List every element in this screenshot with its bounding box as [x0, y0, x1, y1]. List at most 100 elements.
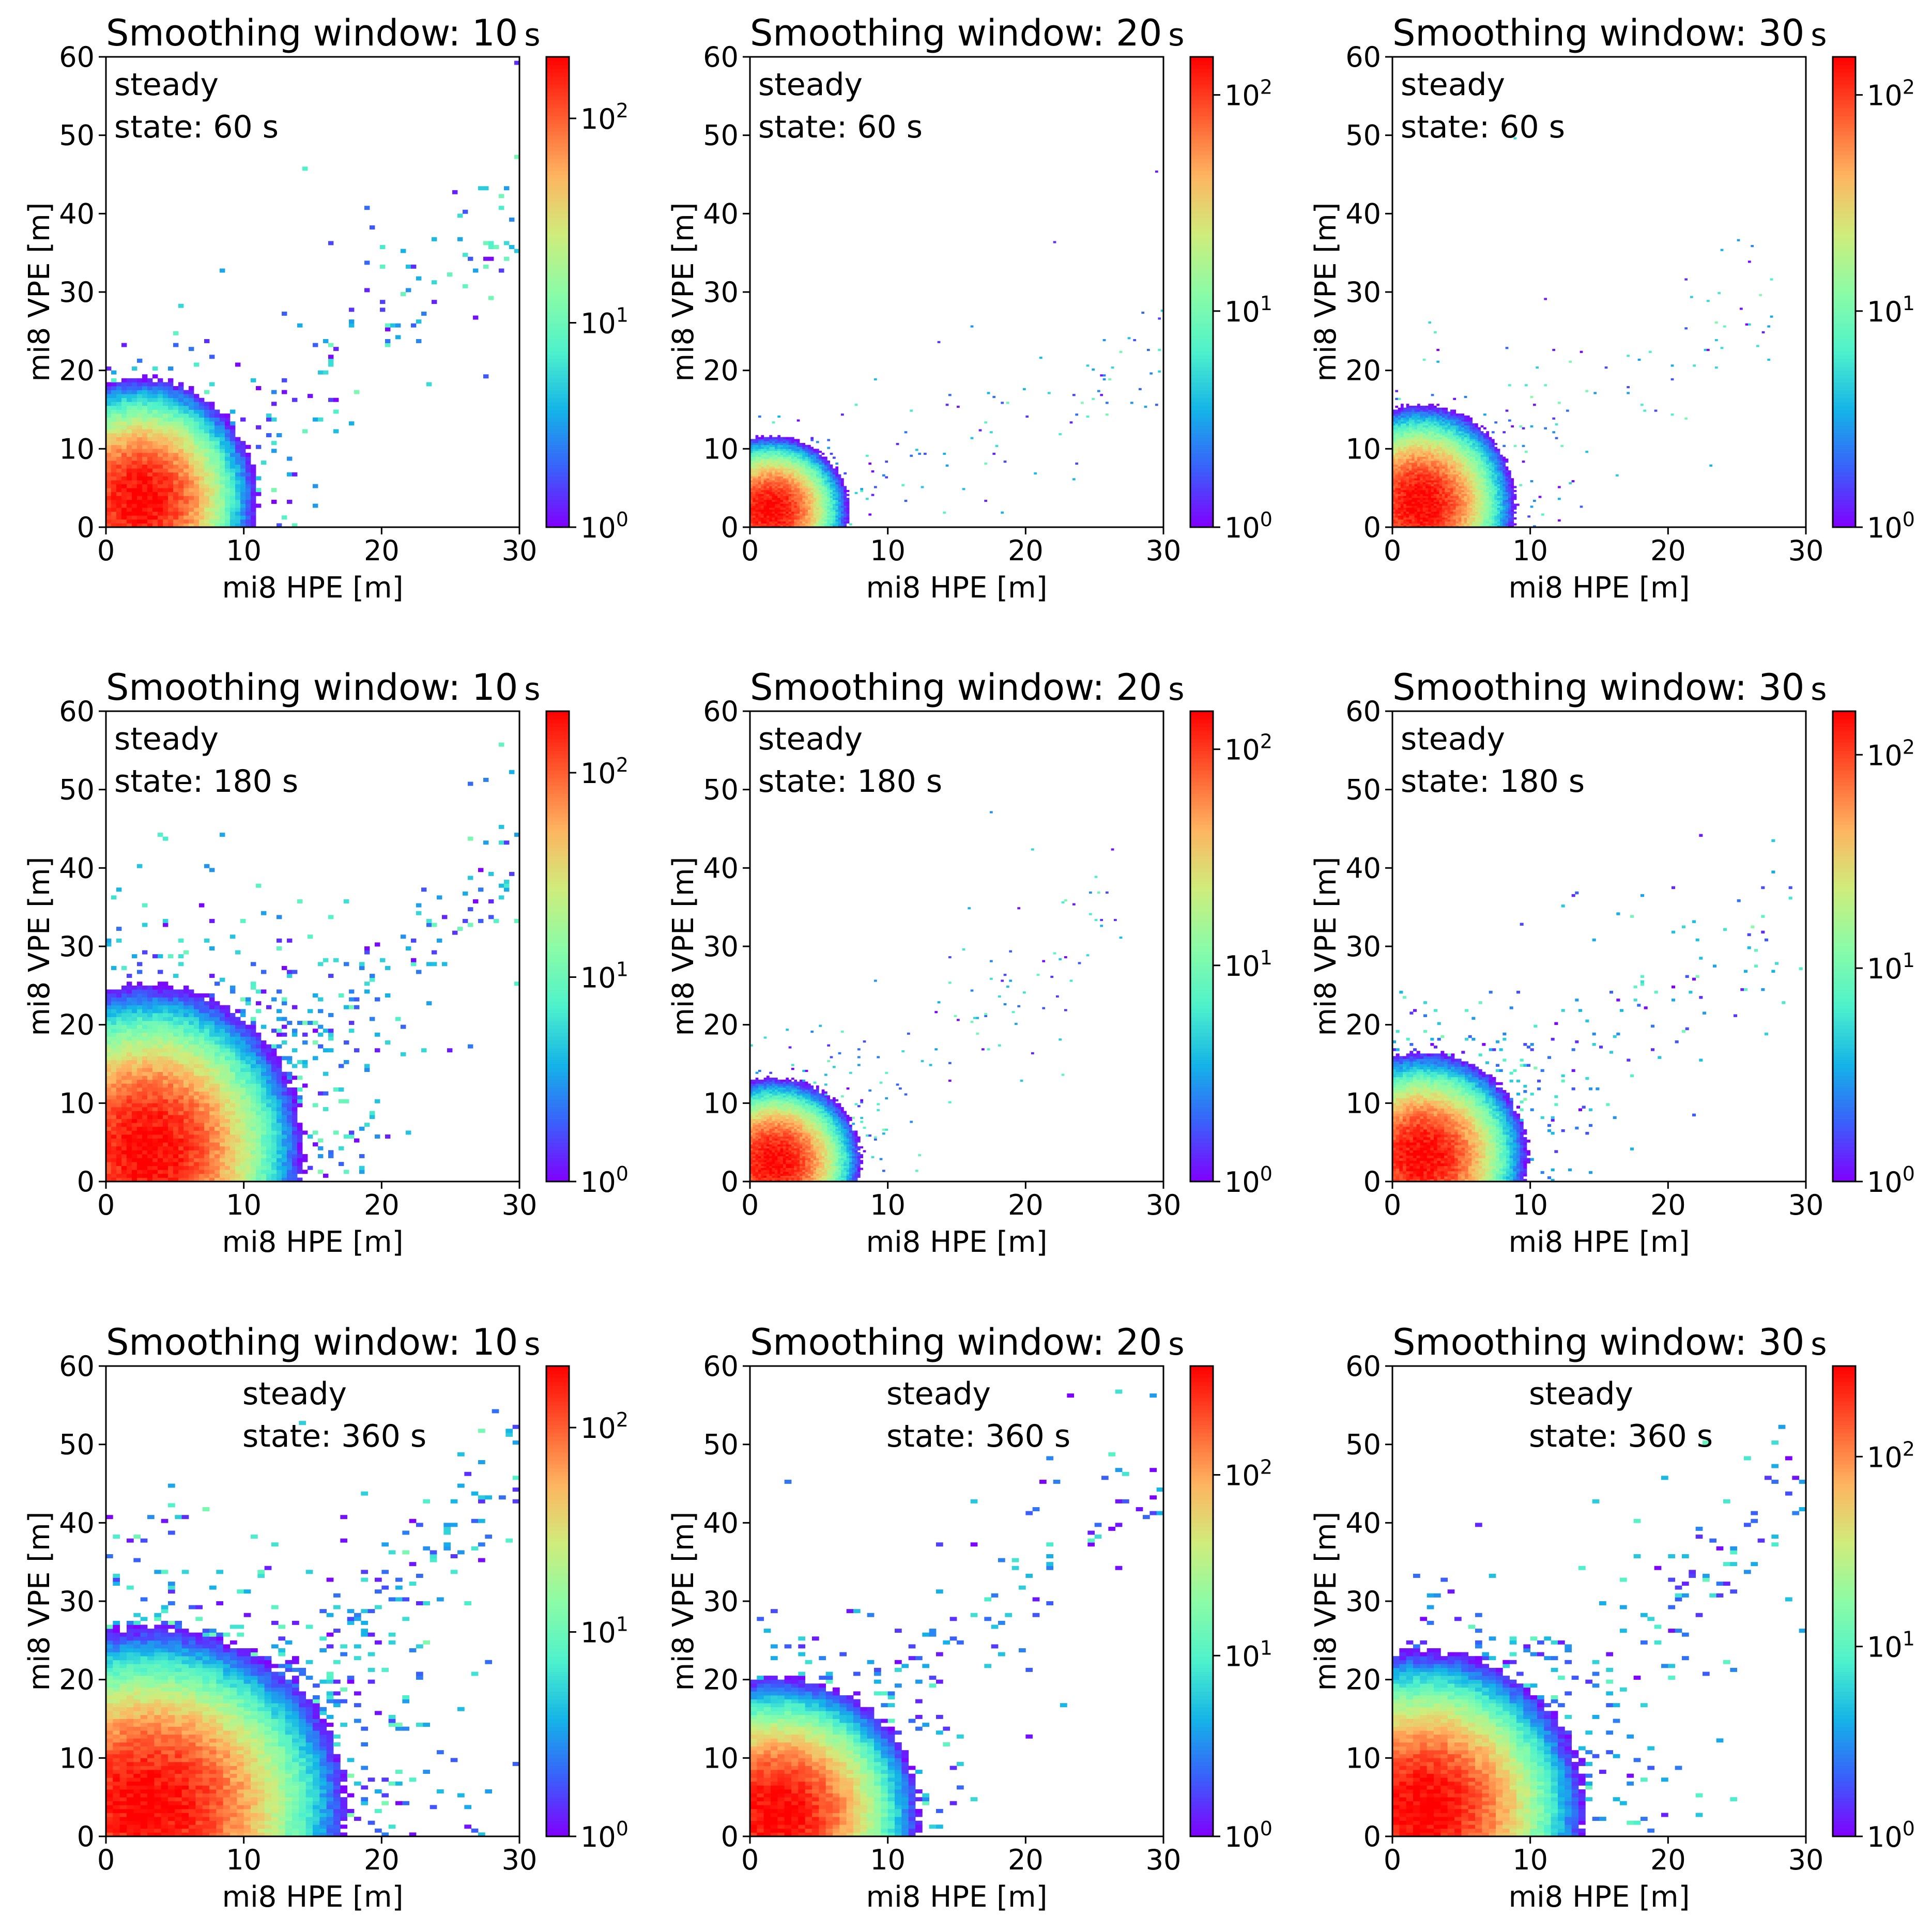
heatmap-cell [240, 523, 246, 528]
heatmap-cell [111, 402, 117, 406]
heatmap-cell [1401, 415, 1404, 418]
heatmap-cell [1420, 421, 1423, 424]
heatmap-cell [142, 378, 148, 382]
heatmap-cell [775, 458, 778, 461]
heatmap-cell [189, 484, 194, 488]
heatmap-cell [1461, 444, 1465, 447]
heatmap-cell [802, 484, 806, 486]
heatmap-cell [838, 496, 841, 498]
heatmap-cell [178, 433, 184, 437]
heatmap-cell [1422, 466, 1426, 469]
heatmap-cell [1417, 447, 1420, 449]
colorbar-segment [546, 96, 569, 101]
heatmap-cell [127, 394, 132, 398]
heatmap-cell [763, 461, 767, 463]
colorbar-segment [1190, 472, 1213, 477]
heatmap-cell [758, 509, 761, 512]
heatmap-cell [1461, 442, 1465, 446]
heatmap-cell [173, 515, 179, 520]
heatmap-cell [163, 472, 168, 477]
colorbar-segment [1190, 272, 1213, 277]
heatmap-cell [246, 461, 251, 465]
heatmap-cell [769, 511, 773, 514]
heatmap-cell [1395, 397, 1399, 400]
heatmap-cell [1436, 488, 1440, 490]
heatmap-cell [1417, 501, 1420, 504]
heatmap-cell [121, 397, 127, 402]
heatmap-cell [1414, 452, 1418, 455]
heatmap-cell [132, 456, 137, 461]
heatmap-cell [132, 496, 137, 500]
heatmap-cell [805, 464, 808, 467]
heatmap-cell [844, 508, 847, 510]
colorbar-tick-label: 101 [1224, 292, 1272, 328]
heatmap-cell [1406, 425, 1409, 428]
heatmap-cell [230, 523, 236, 528]
heatmap-cell [753, 474, 756, 477]
heatmap-cell [755, 508, 759, 510]
colorbar-segment [1190, 452, 1213, 457]
heatmap-cell [1442, 419, 1445, 422]
heatmap-cell [813, 484, 817, 486]
heatmap-cell [1478, 508, 1481, 510]
heatmap-cell [194, 468, 200, 473]
heatmap-cell [220, 429, 225, 434]
colorbar-segment [1190, 390, 1213, 394]
heatmap-cell [1472, 508, 1476, 510]
heatmap-cell [401, 249, 406, 253]
heatmap-cell [1431, 521, 1434, 524]
heatmap-cell [1428, 486, 1432, 488]
heatmap-cell [240, 444, 246, 449]
heatmap-cell [111, 394, 117, 398]
heatmap-cell [750, 444, 753, 447]
heatmap-cell [1425, 423, 1429, 426]
heatmap-cell [1417, 503, 1420, 506]
heatmap-cell [178, 503, 184, 508]
heatmap-cell [1453, 411, 1456, 414]
heatmap-cell [805, 458, 808, 461]
heatmap-cell [805, 472, 808, 475]
heatmap-cell [753, 517, 756, 520]
heatmap-cell [1417, 513, 1420, 516]
heatmap-cell [142, 382, 148, 387]
heatmap-cell [1447, 523, 1451, 526]
heatmap-cell [750, 456, 753, 459]
heatmap-cell [1406, 470, 1409, 473]
heatmap-cell [246, 452, 251, 457]
heatmap-cell [163, 511, 168, 516]
heatmap-cell [127, 476, 132, 481]
heatmap-cell [173, 413, 179, 418]
heatmap-cell [1459, 462, 1462, 465]
heatmap-cell [835, 521, 839, 524]
heatmap-cell [1453, 489, 1456, 493]
heatmap-cell [1395, 447, 1399, 449]
heatmap-cell [1447, 488, 1451, 490]
heatmap-cell [246, 496, 251, 500]
heatmap-cell [1447, 525, 1451, 528]
heatmap-cell [813, 511, 817, 514]
heatmap-cell [1395, 423, 1399, 426]
heatmap-cell [152, 464, 158, 469]
heatmap-cell [364, 260, 370, 265]
heatmap-cell [1401, 419, 1404, 422]
heatmap-cell [990, 431, 993, 434]
heatmap-cell [755, 517, 759, 520]
heatmap-cell [1422, 411, 1426, 414]
heatmap-cell [824, 472, 827, 475]
heatmap-cell [132, 433, 137, 437]
heatmap-cell [786, 484, 789, 486]
heatmap-cell [777, 496, 781, 498]
heatmap-cell [137, 461, 143, 465]
heatmap-cell [1469, 489, 1473, 493]
heatmap-cell [121, 508, 127, 512]
heatmap-cell [1447, 478, 1451, 481]
heatmap-cell [178, 488, 184, 493]
heatmap-cell [1483, 511, 1486, 514]
heatmap-cell [758, 462, 761, 465]
heatmap-cell [121, 437, 127, 441]
heatmap-cell [846, 489, 850, 493]
heatmap-cell [1475, 472, 1478, 475]
heatmap-cell [1428, 454, 1432, 457]
heatmap-cell [802, 508, 806, 510]
heatmap-cell [1409, 431, 1412, 434]
